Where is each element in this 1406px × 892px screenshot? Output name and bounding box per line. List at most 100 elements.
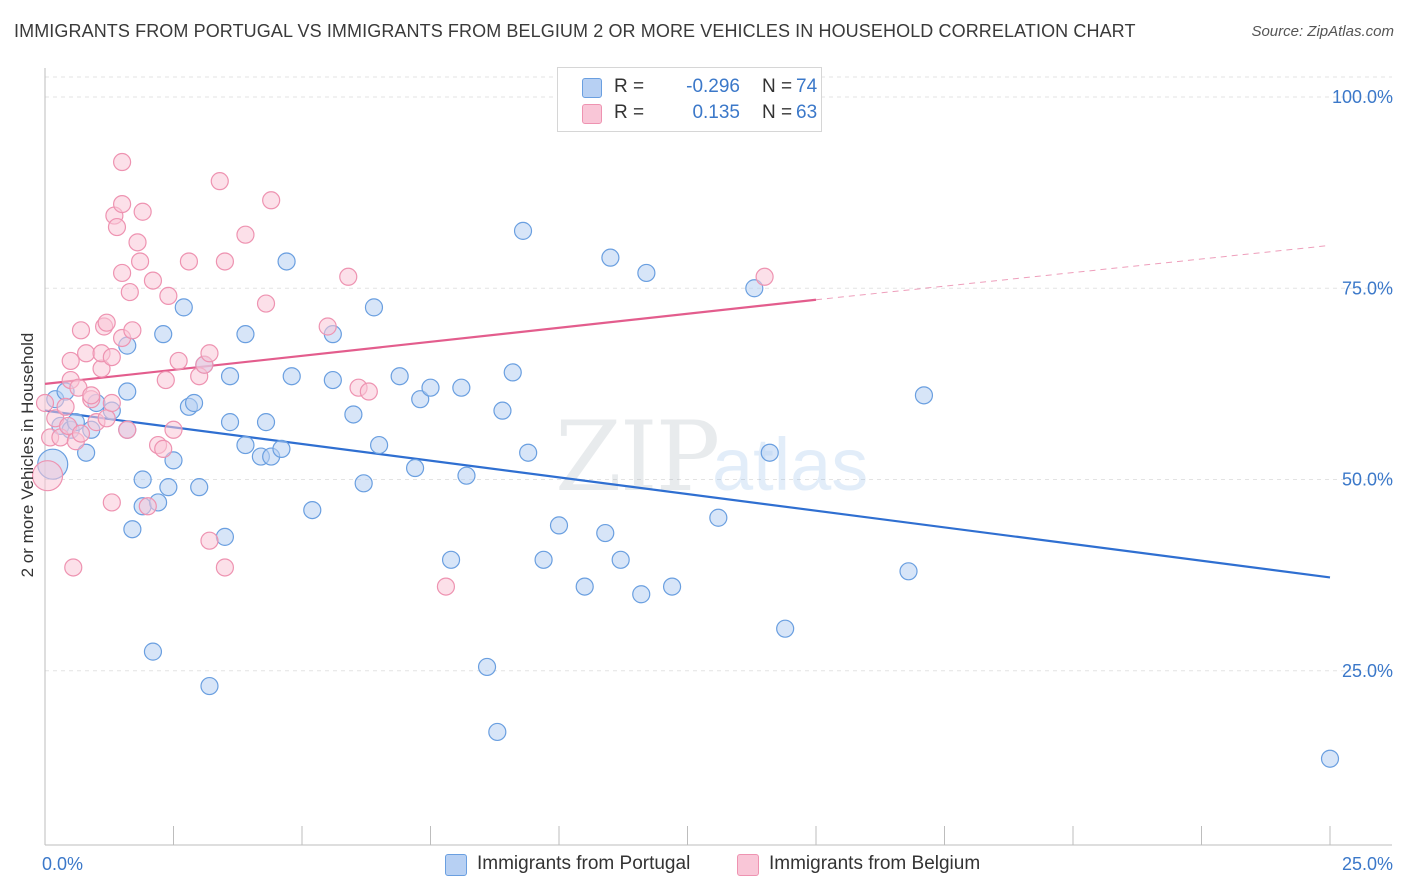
data-point	[210, 172, 229, 191]
data-point	[97, 409, 116, 428]
data-point	[123, 520, 142, 539]
data-point	[452, 378, 471, 397]
watermark-atlas: atlas	[712, 423, 868, 506]
data-point	[256, 413, 276, 432]
data-point	[179, 252, 199, 271]
data-point	[370, 435, 389, 455]
data-point	[575, 577, 594, 596]
data-point	[421, 378, 440, 397]
data-point	[190, 478, 209, 497]
data-point	[107, 217, 127, 237]
y-axis-title: 2 or more Vehicles in Household	[18, 332, 37, 578]
data-point	[174, 298, 193, 317]
data-point	[56, 397, 75, 416]
series-legend: Immigrants from Portugal Immigrants from…	[0, 853, 1406, 877]
data-point	[61, 351, 80, 371]
correlation-legend: R = -0.296 N = 74 R = 0.135 N = 63	[557, 67, 822, 132]
source-label: Source: ZipAtlas.com	[1251, 23, 1394, 40]
data-point	[318, 317, 337, 336]
data-point	[128, 233, 147, 252]
data-point	[164, 451, 183, 470]
data-point	[632, 585, 651, 604]
data-point	[899, 562, 918, 581]
data-point	[82, 386, 101, 405]
data-point	[184, 393, 204, 413]
data-point	[745, 279, 764, 298]
belgium-r-value: 0.135	[692, 102, 740, 123]
data-point	[64, 558, 83, 577]
data-point	[112, 152, 132, 172]
data-point	[513, 221, 533, 240]
portugal-n-label: N =	[762, 76, 793, 97]
data-point	[143, 271, 163, 290]
tick-label-layer: 25.0% 50.0% 75.0% 100.0% 0.0% 25.0%	[42, 87, 1393, 874]
y-tick-label-75: 75.0%	[1342, 278, 1393, 298]
belgium-swatch	[582, 104, 602, 124]
data-point	[133, 202, 152, 221]
data-point	[71, 424, 91, 443]
data-point	[154, 325, 173, 344]
data-point	[130, 252, 150, 271]
belgium-r-label: R =	[614, 102, 645, 123]
data-point	[133, 470, 152, 489]
data-point	[441, 550, 461, 569]
data-point	[200, 531, 219, 550]
point-layer	[31, 152, 1340, 768]
data-point	[97, 313, 116, 332]
chart-title: IMMIGRANTS FROM PORTUGAL VS IMMIGRANTS F…	[14, 21, 1136, 41]
data-point	[776, 619, 795, 638]
data-point	[236, 325, 255, 344]
data-point	[662, 577, 682, 596]
data-point	[143, 642, 163, 661]
data-point	[488, 722, 507, 742]
data-point	[411, 390, 430, 409]
data-point	[359, 382, 378, 401]
data-point	[760, 443, 779, 462]
data-point	[256, 294, 276, 313]
data-point	[31, 460, 64, 492]
data-point	[123, 321, 142, 340]
trend-layer	[44, 244, 1331, 579]
data-point	[549, 516, 569, 535]
legend-swatch-belgium	[737, 854, 759, 876]
data-point	[601, 248, 620, 267]
series-1-points	[31, 152, 774, 596]
data-point	[914, 386, 934, 405]
data-point	[200, 344, 219, 363]
y-tick-label-50: 50.0%	[1342, 470, 1393, 490]
data-point	[405, 458, 425, 478]
data-point	[220, 367, 240, 386]
data-point	[159, 286, 178, 305]
data-point	[611, 550, 630, 569]
portugal-n-value: 74	[796, 76, 818, 97]
data-point	[436, 577, 456, 596]
data-point	[118, 420, 137, 439]
data-point	[493, 401, 512, 420]
watermark-zip: ZIP	[555, 401, 718, 513]
data-point	[102, 348, 121, 367]
data-point	[102, 393, 121, 413]
data-point	[112, 263, 132, 283]
data-point	[1320, 749, 1340, 768]
data-point	[120, 282, 139, 302]
data-point	[272, 439, 291, 458]
data-point	[71, 321, 91, 340]
data-point	[364, 298, 384, 317]
data-point	[277, 252, 296, 271]
y-tick-label-25: 25.0%	[1342, 661, 1393, 681]
data-point	[637, 263, 656, 283]
portugal-r-label: R =	[614, 76, 645, 97]
legend-label-portugal: Immigrants from Portugal	[477, 853, 691, 874]
data-point	[164, 420, 183, 439]
trend-line-series-1	[44, 298, 817, 385]
data-point	[138, 497, 157, 516]
belgium-n-label: N =	[762, 102, 793, 123]
data-point	[118, 382, 137, 401]
legend-label-belgium: Immigrants from Belgium	[769, 853, 981, 874]
data-point	[220, 413, 240, 432]
data-point	[354, 474, 373, 493]
grid-layer	[45, 76, 1392, 672]
data-point	[236, 435, 255, 455]
data-point	[35, 393, 55, 413]
